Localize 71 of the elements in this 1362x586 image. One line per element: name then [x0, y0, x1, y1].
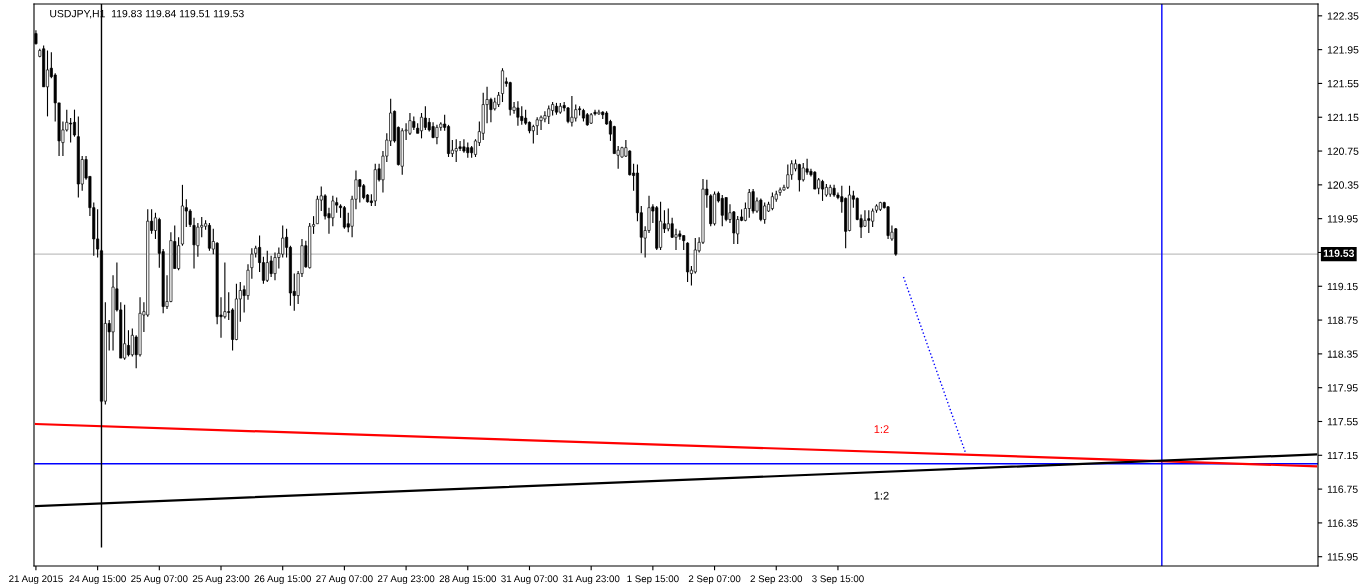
candlestick — [801, 162, 805, 183]
y-tick-label: 119.95 — [1327, 215, 1358, 223]
x-tick-label: 31 Aug 07:00 — [501, 575, 558, 585]
ref-line-label: 119.53 — [1323, 249, 1355, 257]
candlestick — [269, 255, 273, 278]
y-tick-label: 119.15 — [1327, 282, 1358, 291]
y-tick-label: 118.35 — [1327, 350, 1358, 358]
series-label: 1:2 — [874, 491, 889, 500]
x-tick-label: 2 Sep 23:00 — [750, 575, 803, 585]
x-tick-label: 21 Aug 2015 — [9, 575, 63, 585]
y-tick-label: 121.55 — [1327, 79, 1359, 88]
y-tick-label: 120.75 — [1327, 147, 1359, 155]
candlestick — [130, 327, 134, 357]
y-tick-label: 122.35 — [1327, 12, 1359, 20]
y-tick-label: 121.15 — [1327, 113, 1359, 122]
candlestick — [420, 112, 424, 139]
x-tick-label: 27 Aug 07:00 — [316, 575, 373, 585]
candlestick — [747, 188, 751, 219]
x-tick-label: 1 Sep 15:00 — [627, 575, 679, 585]
candlestick — [736, 215, 740, 245]
candlestick — [281, 224, 285, 259]
candlestick — [454, 138, 458, 163]
candlestick — [867, 209, 871, 234]
x-tick-label: 26 Aug 15:00 — [254, 575, 311, 585]
y-tick-label: 121.95 — [1327, 46, 1359, 54]
candlestick — [207, 222, 211, 252]
x-tick-label: 2 Sep 07:00 — [688, 575, 741, 585]
x-tick-label: 31 Aug 23:00 — [562, 575, 620, 585]
candlestick — [871, 207, 875, 228]
y-tick-label: 116.75 — [1327, 485, 1358, 493]
y-tick-label: 117.55 — [1327, 418, 1358, 426]
candlestick — [45, 49, 49, 117]
y-tick-label: 117.95 — [1327, 384, 1358, 392]
candlestick — [462, 138, 466, 154]
candlestick — [126, 329, 130, 357]
candlestick — [547, 104, 551, 125]
candlestick — [751, 188, 755, 215]
candlestick — [69, 117, 73, 144]
candlestick — [435, 124, 439, 145]
candlestick — [516, 100, 520, 127]
candlestick — [123, 304, 127, 361]
candlestick — [423, 105, 427, 131]
candlestick — [72, 109, 76, 138]
y-tick-label: 116.35 — [1327, 519, 1358, 527]
candlestick — [724, 196, 728, 222]
candlestick — [408, 112, 412, 136]
candlestick — [763, 202, 767, 225]
y-tick-label: 118.75 — [1327, 316, 1358, 324]
x-tick-label: 24 Aug 15:00 — [69, 575, 126, 585]
y-tick-label: 120.35 — [1327, 181, 1359, 189]
candlestick — [96, 208, 100, 259]
candlestick — [570, 95, 574, 128]
candlestick — [759, 197, 763, 222]
candlestick — [177, 236, 181, 271]
candlestick — [520, 105, 524, 126]
candlestick — [720, 194, 724, 227]
series-label: 1:2 — [874, 425, 889, 433]
candlestick — [786, 164, 790, 190]
candlestick — [500, 67, 504, 103]
x-tick-label: 25 Aug 07:00 — [131, 575, 188, 585]
y-tick-label: 115.95 — [1327, 553, 1358, 561]
candlestick — [273, 251, 277, 281]
x-tick-label: 25 Aug 23:00 — [192, 575, 250, 585]
x-tick-label: 28 Aug 15:00 — [439, 575, 497, 585]
x-tick-label: 3 Sep 15:00 — [812, 575, 864, 585]
candlestick — [797, 163, 801, 193]
x-tick-label: 27 Aug 23:00 — [377, 575, 435, 585]
candlestick — [805, 158, 809, 176]
candlestick — [539, 114, 543, 131]
y-tick-label: 117.15 — [1327, 451, 1358, 460]
candlestick — [265, 250, 269, 283]
